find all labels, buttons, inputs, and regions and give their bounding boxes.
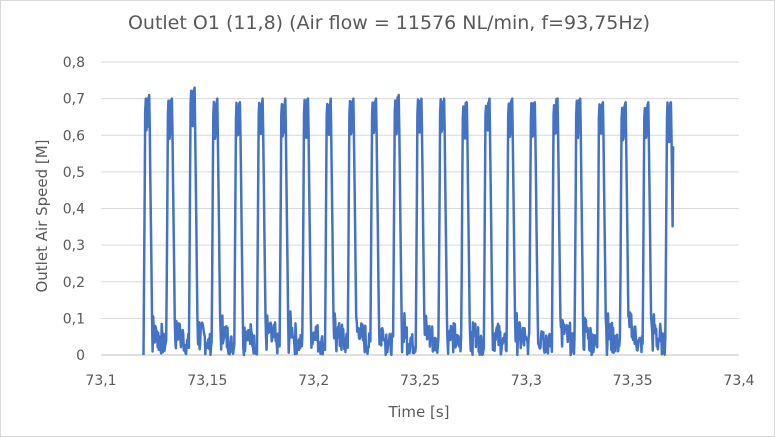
x-tick-label: 73,2 bbox=[298, 373, 329, 389]
y-tick-label: 0,6 bbox=[63, 128, 85, 144]
chart-title: Outlet O1 (11,8) (Air flow = 11576 NL/mi… bbox=[128, 12, 650, 34]
y-tick-label: 0,3 bbox=[63, 238, 85, 254]
gridlines bbox=[101, 61, 739, 319]
x-tick-label: 73,15 bbox=[187, 373, 227, 389]
y-tick-label: 0,7 bbox=[63, 92, 85, 108]
x-axis-ticks: 73,1 73,15 73,2 73,25 73,3 73,35 73,4 bbox=[85, 373, 754, 389]
y-axis-label: Outlet Air Speed [M] bbox=[33, 139, 51, 292]
y-tick-label: 0,1 bbox=[63, 311, 85, 327]
x-tick-label: 73,25 bbox=[400, 373, 440, 389]
y-tick-label: 0,8 bbox=[63, 55, 85, 71]
x-tick-label: 73,35 bbox=[613, 373, 653, 389]
y-tick-label: 0 bbox=[76, 348, 85, 364]
x-tick-label: 73,3 bbox=[511, 373, 542, 389]
y-tick-label: 0,5 bbox=[63, 165, 85, 181]
y-tick-label: 0,4 bbox=[63, 202, 85, 218]
x-tick-label: 73,4 bbox=[723, 373, 754, 389]
x-axis-label: Time [s] bbox=[388, 403, 450, 421]
series-line bbox=[142, 86, 675, 357]
x-tick-label: 73,1 bbox=[85, 373, 116, 389]
y-tick-label: 0,2 bbox=[63, 275, 85, 291]
y-axis-ticks: 0 0,1 0,2 0,3 0,4 0,5 0,6 0,7 0,8 bbox=[63, 55, 85, 364]
